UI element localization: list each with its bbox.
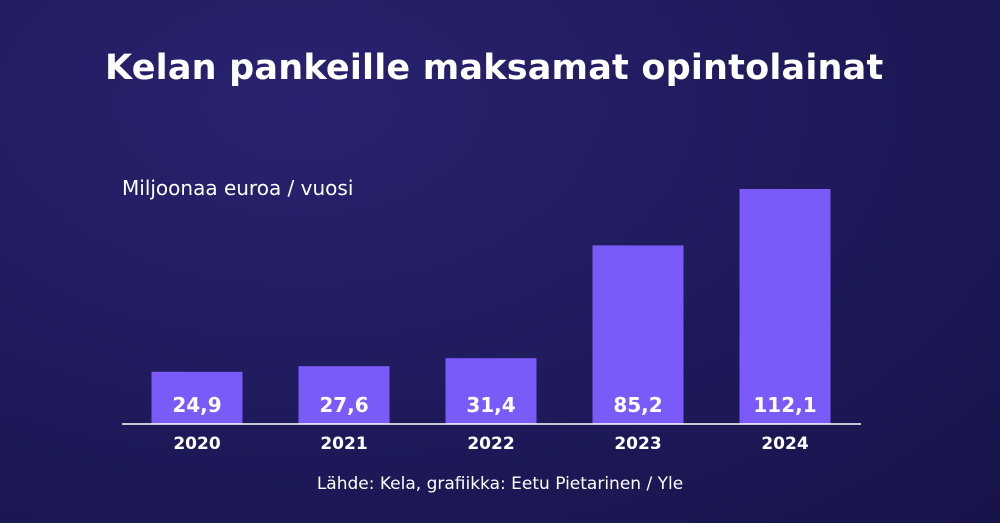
source-note: Lähde: Kela, grafiikka: Eetu Pietarinen … bbox=[0, 474, 1000, 494]
bar-value-label-2020: 24,9 bbox=[172, 393, 221, 417]
x-tick-label-2023: 2023 bbox=[614, 434, 661, 454]
x-tick-labels: 2020 2021 2022 2023 2024 bbox=[173, 434, 808, 454]
x-tick-label-2022: 2022 bbox=[467, 434, 514, 454]
bar-chart: 24,9 27,6 31,4 85,2 112,1 2020 2021 2022 2023 20… bbox=[0, 0, 1000, 523]
bar-value-label-2021: 27,6 bbox=[319, 393, 368, 417]
x-tick-label-2024: 2024 bbox=[761, 434, 808, 454]
bars-group: 24,9 27,6 31,4 85,2 112,1 bbox=[152, 189, 831, 424]
x-tick-label-2021: 2021 bbox=[320, 434, 367, 454]
bar-value-label-2024: 112,1 bbox=[753, 393, 816, 417]
bar-2024 bbox=[740, 189, 831, 424]
x-tick-label-2020: 2020 bbox=[173, 434, 220, 454]
bar-value-label-2022: 31,4 bbox=[466, 393, 515, 417]
bar-value-label-2023: 85,2 bbox=[613, 393, 662, 417]
